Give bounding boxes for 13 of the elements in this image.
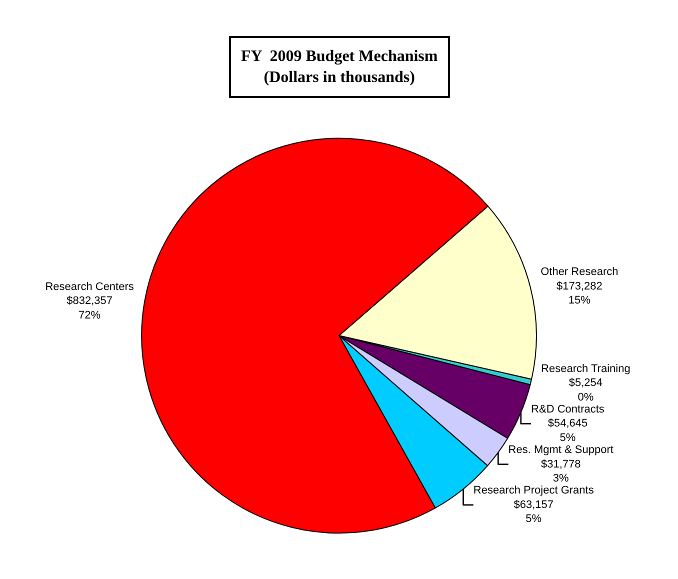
slice-label: R&D Contracts [531, 403, 605, 416]
slice-label: Research Training [541, 362, 630, 375]
data-label: $31,778 3% [541, 458, 581, 485]
slice-label: Research Project Grants [473, 484, 594, 497]
chart-title: FY 2009 Budget Mechanism (Dollars in thousands) [241, 48, 438, 86]
data-label: $63,157 5% [514, 498, 554, 526]
slice-label: Research Centers [45, 280, 134, 293]
data-label: $832,357 72% [66, 295, 113, 322]
data-label: $5,254 0% [568, 377, 603, 404]
slice-label: Res. Mgmt & Support [508, 444, 614, 456]
data-label: $54,645 5% [548, 418, 588, 444]
slice-label: Other Research [540, 266, 618, 278]
data-label: $173,282 15% [556, 280, 602, 307]
